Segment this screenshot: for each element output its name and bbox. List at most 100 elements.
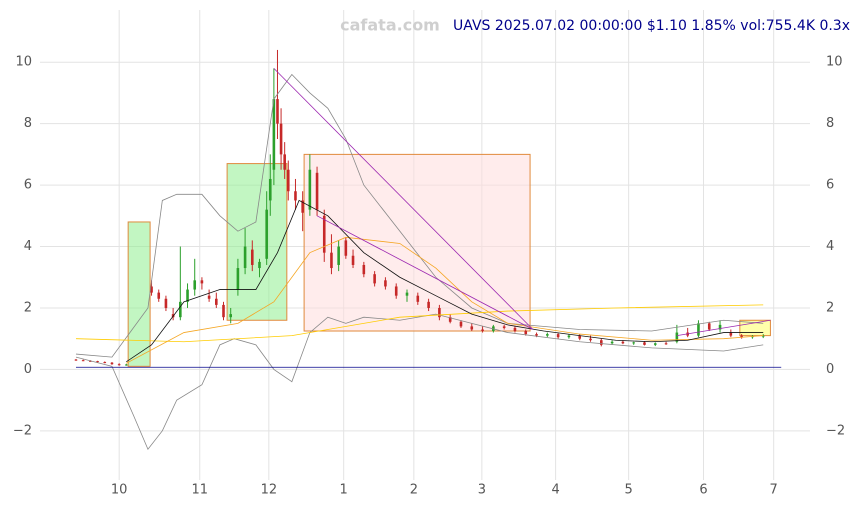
candle-body: [546, 334, 549, 336]
candle-body: [578, 335, 582, 339]
candle-body: [89, 360, 92, 362]
candle-body: [394, 286, 398, 296]
candle-body: [283, 154, 286, 170]
candle-body: [337, 246, 340, 265]
x-tick-label: 6: [699, 483, 707, 498]
x-tick-label: 1: [340, 483, 348, 498]
overlay-line: [273, 68, 534, 330]
candle-body: [301, 200, 304, 213]
y-tick-label: 8: [24, 116, 32, 131]
overlay-line: [75, 73, 764, 358]
candle-body: [344, 240, 348, 256]
candle-body: [308, 169, 312, 210]
candle-body: [229, 314, 233, 318]
zone: [303, 153, 531, 332]
candle-body: [193, 280, 197, 290]
candle-body: [502, 326, 506, 328]
x-tick-label: 7: [770, 483, 778, 498]
y-tick-label: −2: [13, 423, 32, 438]
candle-body: [405, 292, 409, 296]
y-tick-label-right: −2: [826, 423, 845, 438]
x-tick-label: 11: [191, 483, 208, 498]
candle-body: [567, 335, 571, 338]
candle-body: [556, 334, 560, 338]
candle-body: [697, 323, 700, 336]
candle-body: [286, 169, 290, 192]
candle-body: [740, 335, 743, 338]
y-tick-label: 2: [24, 300, 32, 315]
candle-body: [110, 362, 114, 365]
candle-body: [157, 292, 161, 299]
candle-body: [236, 268, 240, 290]
candle-body: [125, 364, 128, 366]
candle-body: [459, 321, 463, 327]
candle-body: [179, 301, 182, 318]
y-tick-label: 0: [24, 362, 32, 377]
candle-body: [330, 252, 333, 269]
overlay-line: [126, 199, 764, 363]
candle-body: [373, 274, 376, 284]
y-tick-label-right: 0: [826, 362, 834, 377]
candle-body: [664, 343, 668, 345]
candle-body: [513, 327, 517, 332]
marks-layer: [74, 49, 782, 451]
candle-body: [207, 295, 211, 299]
watermark: cafata.com: [340, 16, 440, 35]
candle-body: [150, 286, 153, 293]
candle-body: [427, 301, 430, 308]
candle-body: [294, 191, 297, 201]
candle-body: [416, 295, 420, 302]
y-tick-label-right: 10: [826, 55, 843, 70]
candle-body: [675, 332, 679, 342]
candle-body: [761, 335, 765, 337]
candle-body: [200, 280, 204, 284]
overlay-line: [75, 304, 764, 343]
candle-body: [621, 341, 625, 344]
overlay-line: [316, 215, 534, 330]
candle-body: [438, 307, 441, 318]
candle-body: [610, 341, 614, 344]
candle-body: [470, 326, 474, 330]
candle-body: [481, 329, 484, 332]
zone: [127, 221, 151, 367]
candle-body: [643, 342, 646, 345]
y-tick-label-right: 6: [826, 178, 834, 193]
overlay-line: [126, 236, 764, 364]
candle-body: [322, 215, 326, 253]
candle-body: [272, 99, 276, 170]
y-tick-label-right: 8: [826, 116, 834, 131]
candle-body: [215, 298, 218, 305]
chart-title: UAVS 2025.07.02 00:00:00 $1.10 1.85% vol…: [453, 18, 850, 34]
candle-body: [729, 332, 733, 336]
candle-body: [653, 343, 657, 345]
y-tick-label: 4: [24, 239, 32, 254]
x-tick-label: 4: [551, 483, 559, 498]
candle-body: [243, 246, 247, 269]
candle-body: [448, 317, 452, 322]
candle-body: [268, 178, 272, 201]
candle-body: [362, 264, 366, 275]
candle-body: [265, 209, 268, 259]
candle-body: [535, 334, 538, 336]
x-tick-label: 2: [410, 483, 418, 498]
candle-body: [222, 304, 225, 318]
candle-body: [117, 364, 121, 366]
overlay-line: [75, 313, 764, 451]
y-tick-label: 10: [15, 55, 32, 70]
candle-body: [186, 289, 189, 302]
y-tick-label-right: 2: [826, 300, 834, 315]
candle-body: [315, 172, 319, 210]
candle-body: [384, 280, 387, 287]
overlay-line: [676, 319, 771, 337]
x-tick-label: 3: [478, 483, 486, 498]
y-tick-label: 6: [24, 178, 32, 193]
y-tick-label-right: 4: [826, 239, 834, 254]
candle-body: [164, 298, 168, 308]
candle-body: [524, 331, 528, 335]
candle-body: [589, 338, 592, 341]
x-tick-label: 5: [625, 483, 633, 498]
x-tick-label: 10: [111, 483, 128, 498]
candle-body: [632, 342, 635, 344]
